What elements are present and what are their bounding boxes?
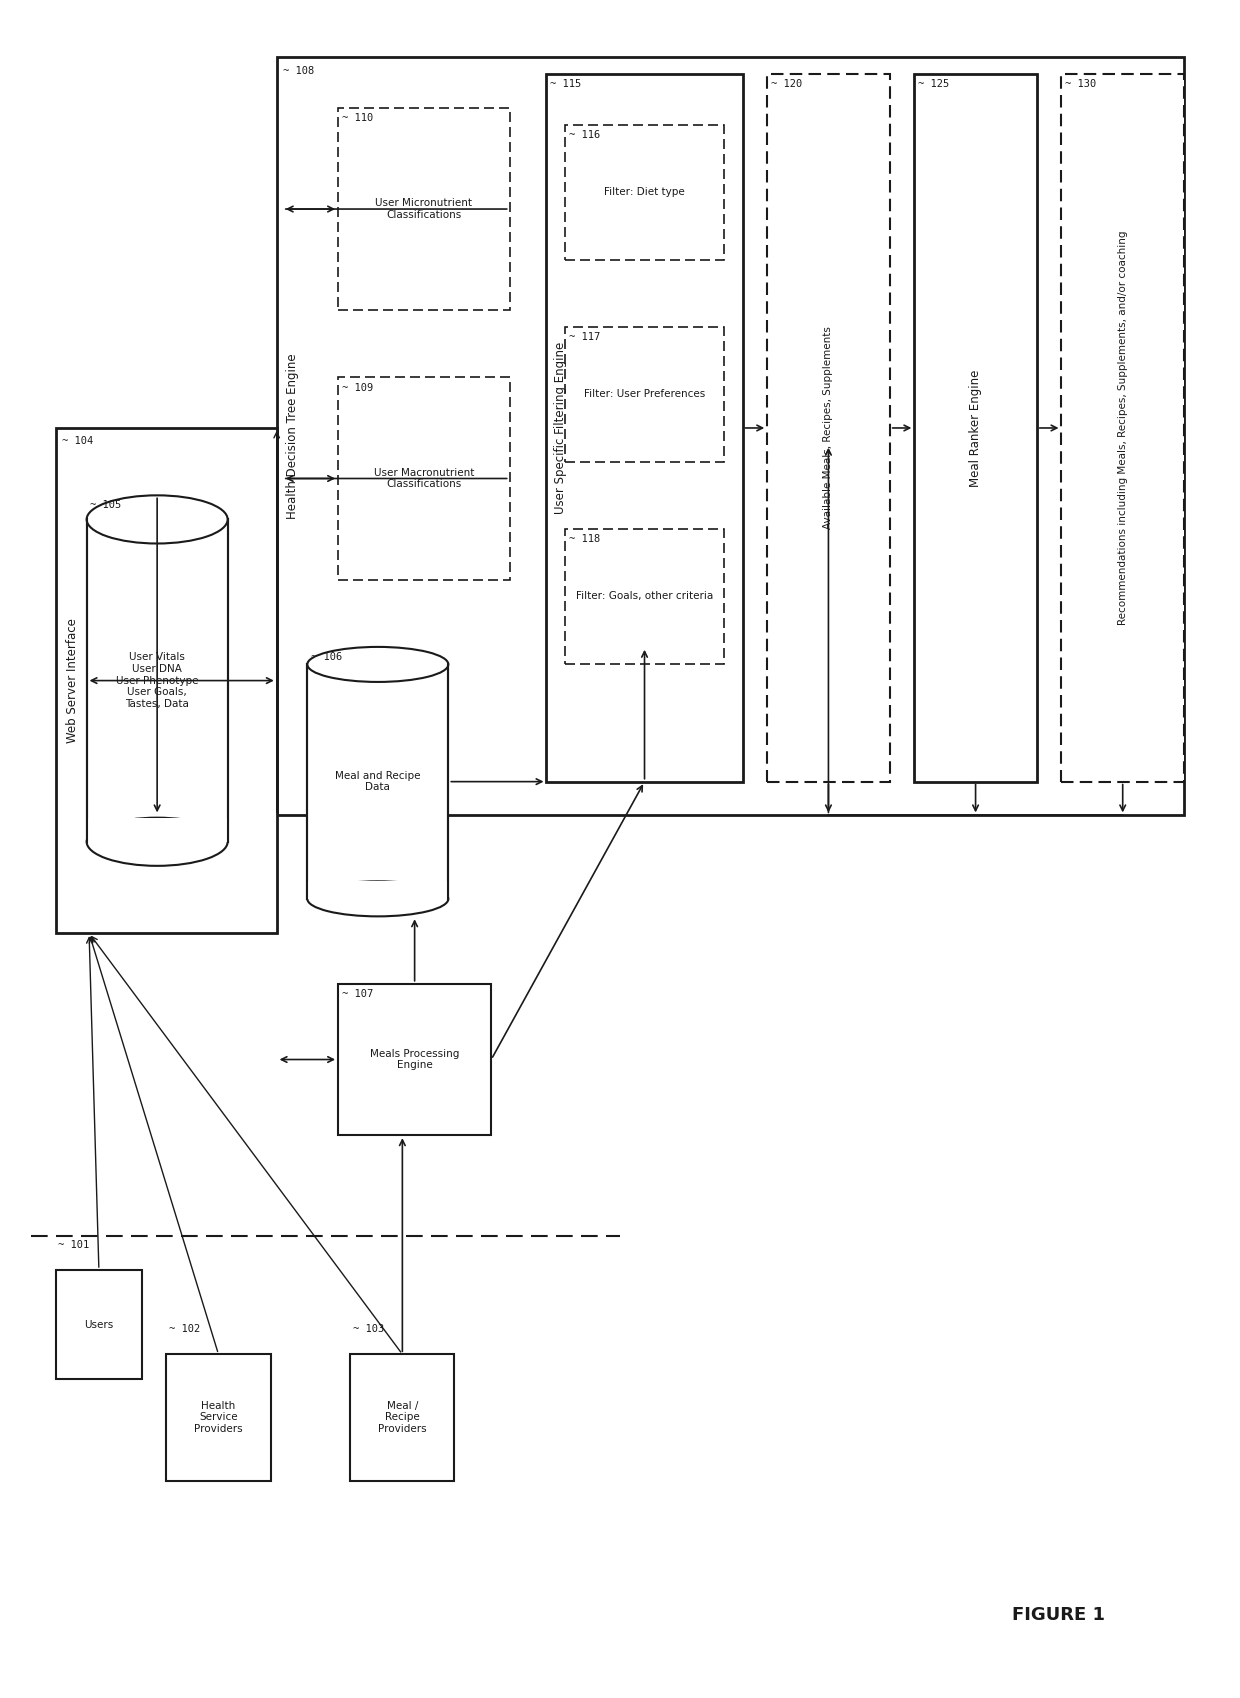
Ellipse shape bbox=[308, 881, 449, 917]
Text: ~ 109: ~ 109 bbox=[342, 382, 373, 392]
Bar bbox=[339, 109, 510, 311]
Text: ~ 103: ~ 103 bbox=[352, 1324, 384, 1335]
Text: ~ 107: ~ 107 bbox=[342, 988, 373, 998]
Text: ~ 115: ~ 115 bbox=[551, 80, 582, 90]
Bar bbox=[339, 377, 510, 579]
Text: Filter: User Preferences: Filter: User Preferences bbox=[584, 389, 706, 399]
Bar bbox=[87, 520, 228, 842]
Text: FIGURE 1: FIGURE 1 bbox=[1012, 1606, 1105, 1623]
Text: Filter: Goals, other criteria: Filter: Goals, other criteria bbox=[575, 591, 713, 601]
Bar bbox=[547, 75, 743, 781]
Bar bbox=[56, 428, 277, 934]
Text: User Vitals
User DNA
User Phenotype
User Goals,
Tastes, Data: User Vitals User DNA User Phenotype User… bbox=[115, 652, 198, 708]
Text: User Macronutrient
Classifications: User Macronutrient Classifications bbox=[373, 467, 474, 489]
Text: ~ 101: ~ 101 bbox=[58, 1240, 89, 1250]
Ellipse shape bbox=[308, 647, 449, 683]
Text: ~ 108: ~ 108 bbox=[283, 66, 314, 76]
Text: ~ 106: ~ 106 bbox=[311, 652, 342, 662]
Text: ~ 105: ~ 105 bbox=[91, 501, 122, 511]
Bar bbox=[565, 530, 724, 664]
Bar bbox=[768, 75, 890, 781]
Bar bbox=[565, 328, 724, 462]
Text: Filter: Diet type: Filter: Diet type bbox=[604, 187, 684, 197]
Text: Health Decision Tree Engine: Health Decision Tree Engine bbox=[286, 353, 300, 520]
Text: ~ 110: ~ 110 bbox=[342, 114, 373, 122]
Text: ~ 118: ~ 118 bbox=[568, 535, 600, 543]
Bar bbox=[565, 126, 724, 260]
Text: ~ 104: ~ 104 bbox=[62, 436, 93, 447]
Text: Web Server Interface: Web Server Interface bbox=[66, 618, 79, 744]
Text: Users: Users bbox=[84, 1319, 114, 1330]
Text: Health
Service
Providers: Health Service Providers bbox=[195, 1401, 243, 1435]
Text: Recommendations including Meals, Recipes, Supplements, and/or coaching: Recommendations including Meals, Recipes… bbox=[1117, 231, 1127, 625]
Text: User Micronutrient
Classifications: User Micronutrient Classifications bbox=[376, 199, 472, 219]
Bar bbox=[277, 58, 1184, 815]
Bar bbox=[56, 1270, 141, 1379]
Text: Available Meals, Recipes, Supplements: Available Meals, Recipes, Supplements bbox=[823, 326, 833, 530]
Ellipse shape bbox=[87, 818, 228, 866]
Text: Meal and Recipe
Data: Meal and Recipe Data bbox=[335, 771, 420, 793]
Text: ~ 116: ~ 116 bbox=[568, 129, 600, 139]
Text: Meal Ranker Engine: Meal Ranker Engine bbox=[970, 368, 982, 487]
Bar bbox=[350, 1355, 455, 1481]
Text: ~ 130: ~ 130 bbox=[1065, 80, 1096, 90]
Text: ~ 120: ~ 120 bbox=[771, 80, 802, 90]
Text: ~ 117: ~ 117 bbox=[568, 333, 600, 341]
Bar bbox=[1061, 75, 1184, 781]
Text: ~ 102: ~ 102 bbox=[169, 1324, 200, 1335]
Ellipse shape bbox=[87, 496, 228, 543]
Bar bbox=[166, 1355, 270, 1481]
Text: Meals Processing
Engine: Meals Processing Engine bbox=[370, 1049, 459, 1070]
Text: ~ 125: ~ 125 bbox=[918, 80, 949, 90]
Bar bbox=[87, 818, 228, 842]
Bar bbox=[308, 664, 449, 898]
Text: User Specific Filtering Engine: User Specific Filtering Engine bbox=[554, 341, 567, 514]
Text: Meal /
Recipe
Providers: Meal / Recipe Providers bbox=[378, 1401, 427, 1435]
Bar bbox=[308, 881, 449, 898]
Bar bbox=[339, 983, 491, 1136]
Bar bbox=[914, 75, 1037, 781]
